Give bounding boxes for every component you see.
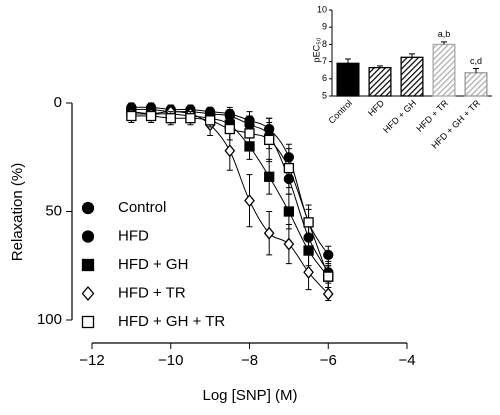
legend-marker — [81, 285, 95, 302]
inset-y-axis-label: pEC₅₀ — [311, 37, 321, 62]
inset-y-tick-label: 8 — [322, 39, 327, 49]
data-point — [264, 171, 275, 182]
data-point — [303, 217, 314, 228]
bar — [400, 56, 424, 97]
legend-marker — [81, 258, 95, 272]
data-point — [145, 110, 157, 122]
inset-x-tick-label: HFD — [366, 98, 387, 119]
data-point — [283, 162, 295, 174]
data-point — [323, 271, 334, 282]
bar — [432, 43, 456, 97]
data-point — [283, 206, 295, 217]
bar — [464, 72, 488, 97]
error-bar — [473, 67, 479, 73]
x-tick-label: −4 — [398, 352, 415, 369]
error-bar — [441, 41, 447, 45]
data-point — [204, 115, 216, 126]
data-point — [303, 265, 314, 279]
inset-y-tick-label: 9 — [322, 22, 327, 32]
annotation: a,b — [438, 29, 451, 39]
legend-label: HFD + GH — [118, 256, 188, 273]
data-point — [224, 144, 236, 158]
error-bar — [377, 65, 383, 68]
x-tick-label: −6 — [320, 352, 337, 369]
error-bar — [409, 53, 415, 58]
bar — [336, 62, 360, 97]
legend-label: HFD — [118, 227, 149, 244]
legend-marker — [81, 201, 95, 215]
inset-y-tick-label: 10 — [317, 4, 327, 14]
inset-x-tick-label: Control — [327, 98, 355, 126]
data-point — [323, 249, 334, 261]
legend-label: HFD + GH + TR — [118, 313, 225, 330]
data-point — [322, 287, 334, 301]
y-axis-label: Relaxation (%) — [9, 163, 26, 261]
annotation: c,d — [470, 56, 482, 66]
y-tick-label: 0 — [54, 94, 62, 111]
data-point — [264, 134, 275, 146]
bar — [368, 66, 392, 97]
data-point — [165, 113, 176, 124]
x-tick-label: −12 — [79, 352, 104, 369]
data-point — [303, 245, 314, 256]
inset-y-tick-label: 7 — [322, 56, 327, 66]
data-point — [224, 123, 235, 135]
data-point — [185, 113, 196, 124]
inset-x-tick-label: HFD + GH — [381, 98, 418, 135]
data-point — [126, 110, 137, 122]
error-bar — [345, 58, 351, 64]
x-tick-label: −10 — [158, 352, 183, 369]
inset-y-tick-label: 5 — [322, 90, 327, 100]
y-tick-label: 50 — [45, 202, 62, 219]
data-point — [283, 237, 295, 251]
legend-label: HFD + TR — [118, 284, 186, 301]
x-axis-label: Log [SNP] (M) — [202, 387, 297, 404]
y-tick-label: 100 — [37, 311, 62, 328]
data-point — [263, 226, 275, 240]
legend-label: Control — [118, 199, 166, 216]
data-point — [244, 194, 255, 208]
data-point — [244, 128, 255, 139]
legend-marker — [81, 230, 95, 243]
x-tick-label: −8 — [241, 352, 258, 369]
legend-marker — [81, 315, 95, 329]
inset-y-tick-label: 6 — [322, 73, 327, 83]
